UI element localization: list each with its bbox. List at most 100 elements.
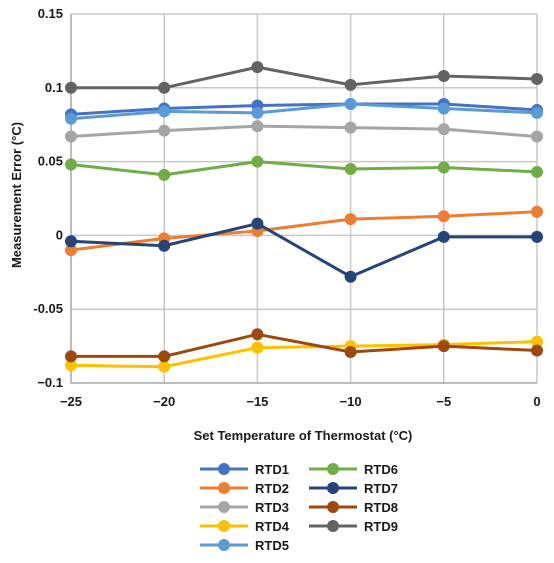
data-point (344, 121, 357, 134)
legend-item-rtd4: RTD4 (200, 519, 290, 534)
series-rtd7 (65, 217, 543, 283)
data-point (437, 161, 450, 174)
x-tick-label: −20 (153, 394, 175, 409)
series-line (70, 102, 538, 121)
legend-swatch-marker (218, 482, 230, 494)
data-point (531, 335, 543, 348)
legend-item-rtd6: RTD6 (309, 462, 398, 477)
series-line (70, 124, 538, 139)
data-point (158, 350, 171, 363)
legend-label: RTD2 (255, 481, 289, 496)
data-point (531, 344, 543, 357)
legend-label: RTD5 (255, 538, 289, 553)
data-point (531, 205, 543, 218)
series-rtd3 (65, 120, 543, 143)
data-point (344, 270, 357, 283)
legend-item-rtd1: RTD1 (200, 462, 289, 477)
series-line (70, 222, 537, 279)
series-line (70, 210, 538, 252)
data-point (158, 124, 171, 137)
data-point (65, 235, 77, 248)
x-tick-label: 0 (533, 394, 540, 409)
data-point (251, 217, 264, 230)
data-point (437, 69, 450, 82)
x-tick-label: −15 (246, 394, 268, 409)
series-line (70, 102, 538, 116)
data-point (65, 81, 77, 94)
data-point (344, 162, 357, 175)
data-point (251, 155, 264, 168)
y-tick-label: −0.1 (37, 375, 63, 390)
data-point (158, 360, 171, 373)
data-point (65, 158, 77, 171)
data-point (65, 112, 77, 125)
data-point (65, 130, 77, 143)
data-point (437, 123, 450, 136)
legend-swatch-marker (218, 463, 230, 475)
data-point (158, 81, 171, 94)
series-rtd6 (65, 155, 543, 181)
data-point (344, 213, 357, 226)
x-tick-label: −25 (60, 394, 82, 409)
legend: RTD1 RTD2 RTD3 RTD4 RTD5 RTD6 RTD7 RTD8 RTD9 (200, 462, 398, 553)
data-point (437, 210, 450, 223)
legend-swatch-marker (218, 539, 230, 551)
data-point (251, 61, 264, 74)
legend-item-rtd2: RTD2 (200, 481, 289, 496)
legend-label: RTD7 (364, 481, 398, 496)
y-tick-label: 0.1 (45, 80, 63, 95)
series-line (71, 332, 538, 358)
data-point (344, 98, 357, 111)
legend-swatch-marker (327, 463, 339, 475)
y-axis-title: Measurement Error (°C) (9, 122, 24, 268)
legend-swatch-marker (218, 520, 230, 532)
x-tick-label: −10 (340, 394, 362, 409)
data-point (158, 239, 171, 252)
legend-label: RTD3 (255, 500, 289, 515)
data-point (251, 120, 264, 133)
data-point (437, 102, 450, 115)
y-tick-label: 0 (56, 227, 63, 242)
data-point (437, 340, 450, 353)
legend-item-rtd7: RTD7 (309, 481, 398, 496)
data-point (437, 230, 450, 243)
series-rtd4 (65, 335, 543, 373)
legend-item-rtd9: RTD9 (309, 519, 398, 534)
legend-swatch-marker (327, 520, 339, 532)
legend-label: RTD9 (364, 519, 398, 534)
series-line (70, 340, 538, 369)
data-point (158, 105, 171, 118)
data-point (158, 168, 171, 181)
data-point (251, 328, 264, 341)
data-point (531, 230, 543, 243)
legend-swatch-marker (327, 501, 339, 513)
data-point (531, 106, 543, 119)
y-tick-label: 0.15 (38, 6, 63, 21)
grid (70, 13, 538, 384)
data-point (531, 130, 543, 143)
legend-label: RTD1 (255, 462, 289, 477)
data-point (65, 244, 77, 257)
series-rtd9 (65, 61, 543, 94)
data-point (344, 346, 357, 359)
data-point (531, 72, 543, 85)
legend-swatch-marker (218, 501, 230, 513)
series-rtd5 (65, 98, 543, 125)
data-point (344, 78, 357, 91)
data-point (65, 350, 77, 363)
data-point (251, 106, 264, 119)
x-axis-title: Set Temperature of Thermostat (°C) (194, 428, 413, 443)
series-line (71, 65, 538, 90)
y-tick-label: 0.05 (38, 154, 63, 169)
legend-label: RTD6 (364, 462, 398, 477)
series-rtd8 (65, 328, 543, 363)
y-axis-ticks: 0.15 0.1 0.05 0 -0.05 −0.1 (33, 6, 63, 390)
legend-swatch-marker (327, 482, 339, 494)
data-point (531, 165, 543, 178)
legend-label: RTD8 (364, 500, 398, 515)
x-tick-label: −5 (436, 394, 451, 409)
data-point (65, 359, 77, 372)
legend-item-rtd3: RTD3 (200, 500, 289, 515)
legend-item-rtd8: RTD8 (309, 500, 398, 515)
